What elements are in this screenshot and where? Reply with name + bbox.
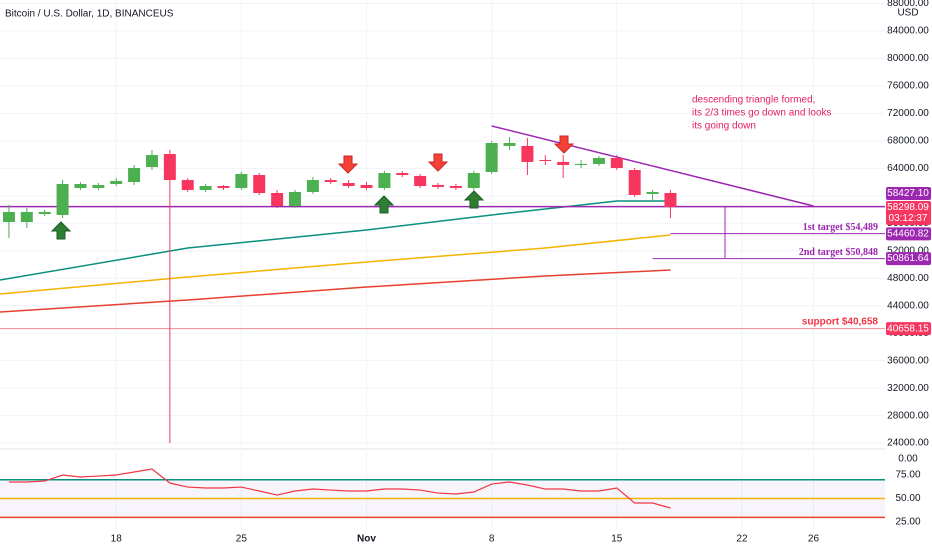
currency-label: USD (897, 8, 918, 19)
y-tick-label: 52000.00 (887, 245, 929, 256)
price-tag-label: 58298.09 (887, 202, 929, 213)
price-tag (886, 227, 931, 241)
x-tick-label: Nov (357, 534, 376, 545)
moving-average (0, 200, 671, 281)
x-tick-label: 26 (808, 534, 820, 545)
candle-body (467, 173, 480, 188)
candle-body (503, 143, 516, 146)
candle-body (74, 184, 87, 188)
rsi-tick-label: 75.00 (895, 470, 920, 481)
candle-body (235, 173, 248, 188)
candle-body (289, 191, 301, 206)
price-tag-label: 58427.10 (887, 188, 929, 199)
candle-body (271, 193, 284, 206)
annotation: its going down (692, 121, 756, 132)
moving-average (0, 269, 671, 313)
y-tick-label: 80000.00 (887, 53, 929, 64)
y-tick-label: 36000.00 (887, 355, 929, 366)
candle-body (217, 185, 230, 188)
y-tick-label: 32000.00 (887, 383, 929, 394)
candle-body (342, 182, 355, 186)
y-tick-label: 64000.00 (887, 163, 929, 174)
candle-body (181, 180, 194, 190)
candle-body (646, 191, 659, 194)
x-tick-label: 22 (736, 534, 748, 545)
x-tick-label: 25 (236, 534, 248, 545)
rsi-tick-label: 50.00 (895, 493, 920, 504)
price-tag (886, 252, 931, 266)
candle-body (38, 211, 51, 215)
candle-body (628, 169, 641, 195)
candle-body (485, 143, 498, 172)
price-tag (886, 187, 931, 201)
y-tick-label: 88000.00 (887, 0, 929, 9)
candle-body (610, 157, 623, 169)
rsi-top-label: 0.00 (898, 454, 918, 465)
candle-body (92, 184, 105, 188)
up-arrow (373, 195, 395, 214)
candle-body (432, 184, 445, 187)
candle-body (145, 155, 158, 167)
price-tag-label: 54460.82 (887, 229, 929, 240)
candle-body (557, 161, 570, 165)
down-arrow (427, 153, 449, 172)
candle-body (414, 175, 427, 186)
target-label: 2nd target $50,848 (799, 247, 878, 258)
moving-average (0, 234, 671, 295)
y-tick-label: 44000.00 (887, 300, 929, 311)
support-label: support $40,658 (802, 316, 879, 327)
candle-body (575, 163, 588, 165)
plot: support $40,658 1st target $54,489 2nd tar… (0, 95, 885, 519)
up-arrow (50, 221, 72, 240)
candle-body (110, 180, 123, 185)
annotation: its 2/3 times go down and looks (692, 108, 832, 119)
candle-body (128, 168, 141, 183)
y-tick-label: 84000.00 (887, 26, 929, 37)
price-tag (886, 201, 931, 226)
candle-body (521, 145, 534, 162)
rsi-tick-label: 25.00 (895, 517, 920, 528)
candle-body (539, 159, 552, 161)
down-arrow (553, 135, 575, 154)
x-tick-label: 8 (489, 534, 495, 545)
price-tag-countdown: 03:12:37 (889, 213, 928, 224)
rsi-line (8, 468, 671, 509)
down-arrow (337, 155, 359, 174)
arrows (50, 135, 575, 240)
x-tick-label: 15 (611, 534, 623, 545)
up-arrow (463, 190, 485, 209)
candle-body (449, 185, 462, 188)
candle-body (253, 175, 266, 194)
price-tag-label: 40658.15 (887, 323, 929, 334)
candle-body (664, 193, 677, 208)
candle-body (396, 173, 409, 176)
x-tick-label: 18 (111, 534, 123, 545)
axes: 24000.0028000.0032000.0036000.0040000.00… (111, 0, 931, 545)
candle-body (20, 211, 33, 222)
annotation: descending triangle formed, (692, 95, 815, 106)
target-label: 1st target $54,489 (803, 222, 878, 233)
candle-body (306, 180, 319, 192)
chart-title: Bitcoin / U.S. Dollar, 1D, BINANCEUS (5, 9, 174, 20)
candle-body (2, 211, 15, 222)
candle-body (56, 184, 69, 215)
price-tag (886, 322, 931, 336)
candle-body (592, 157, 605, 164)
candle-body (199, 185, 212, 190)
triangle-line (491, 125, 814, 207)
y-tick-label: 48000.00 (887, 273, 929, 284)
candle-body (378, 173, 391, 188)
candle-body (163, 153, 176, 181)
candle-body (360, 184, 373, 188)
candle-body (324, 180, 337, 183)
price-tag-label: 50861.64 (887, 253, 929, 264)
y-tick-label: 68000.00 (887, 136, 929, 147)
y-tick-label: 28000.00 (887, 410, 929, 421)
y-tick-label: 72000.00 (887, 108, 929, 119)
y-tick-label: 24000.00 (887, 438, 929, 449)
y-tick-label: 76000.00 (887, 81, 929, 92)
